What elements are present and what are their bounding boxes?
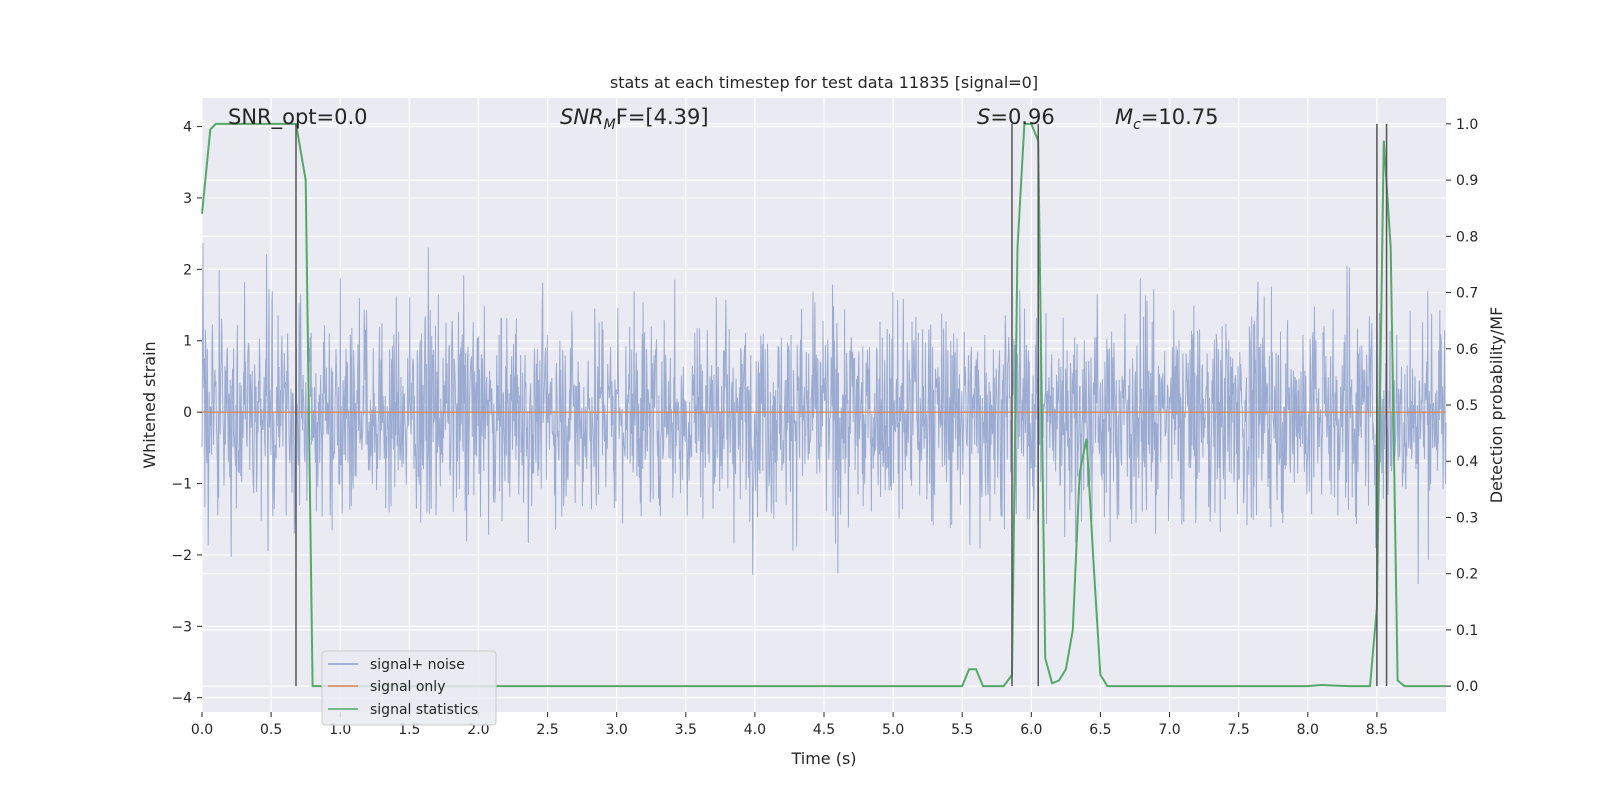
y2-tick-label: 0.1 bbox=[1456, 623, 1478, 639]
y2-tick-label: 0.3 bbox=[1456, 510, 1478, 526]
annotation-s-val: =0.96 bbox=[990, 105, 1054, 129]
x-tick-label: 7.5 bbox=[1228, 722, 1250, 738]
x-tick-label: 1.5 bbox=[398, 722, 420, 738]
annotation-mc: Mc=10.75 bbox=[1115, 105, 1219, 133]
x-tick-label: 2.0 bbox=[467, 722, 489, 738]
y2-tick-label: 0.5 bbox=[1456, 398, 1478, 414]
x-tick-label: 3.0 bbox=[606, 722, 628, 738]
series-signal-noise bbox=[201, 242, 1447, 585]
y2-tick-label: 0.9 bbox=[1456, 173, 1478, 189]
y-tick-label: −3 bbox=[171, 619, 192, 635]
x-tick-label: 0.0 bbox=[191, 722, 213, 738]
x-tick-label: 6.5 bbox=[1089, 722, 1111, 738]
x-tick-label: 5.5 bbox=[951, 722, 973, 738]
y2-axis-label: Detection probability/MF bbox=[1487, 307, 1506, 504]
y-tick-label: −4 bbox=[171, 691, 192, 707]
grid bbox=[201, 98, 1446, 712]
annotation-snr-mf-rest: F=[4.39] bbox=[616, 105, 709, 129]
y-tick-label: −2 bbox=[171, 548, 192, 564]
y-tick-label: 0 bbox=[183, 405, 192, 421]
annotation-mc-main: M bbox=[1115, 105, 1133, 129]
signal-noise-line bbox=[201, 242, 1447, 585]
legend: signal+ noise signal only signal statist… bbox=[321, 650, 497, 726]
y-tick-label: 1 bbox=[183, 334, 192, 350]
annotation-mc-sub: c bbox=[1133, 117, 1141, 133]
x-tick-label: 3.5 bbox=[675, 722, 697, 738]
x-tick-label: 1.0 bbox=[329, 722, 351, 738]
annotation-s-sym: S bbox=[977, 105, 990, 129]
x-tick-label: 6.0 bbox=[1020, 722, 1042, 738]
signal-statistics-line bbox=[201, 122, 1446, 688]
x-tick-label: 5.0 bbox=[882, 722, 904, 738]
x-axis-label: Time (s) bbox=[790, 749, 856, 768]
annotation-s: S=0.96 bbox=[977, 105, 1055, 129]
legend-label-signal-only: signal only bbox=[370, 679, 445, 695]
y2-tick-label: 0.2 bbox=[1456, 567, 1478, 583]
annotation-snr-mf-main: SNR bbox=[560, 105, 604, 129]
y2-tick-label: 0.0 bbox=[1456, 679, 1478, 695]
chart-title: stats at each timestep for test data 118… bbox=[610, 73, 1038, 92]
y-tick-label: 2 bbox=[183, 262, 192, 278]
y2-tick-label: 0.6 bbox=[1456, 342, 1478, 358]
legend-box bbox=[321, 650, 497, 726]
y2-tick-label: 1.0 bbox=[1456, 117, 1478, 133]
y-tick-label: 4 bbox=[183, 120, 192, 136]
x-tick-label: 7.0 bbox=[1158, 722, 1180, 738]
x-tick-label: 2.5 bbox=[536, 722, 558, 738]
y2-tick-label: 0.8 bbox=[1456, 229, 1478, 245]
x-tick-label: 4.5 bbox=[813, 722, 835, 738]
x-tick-label: 0.5 bbox=[260, 722, 282, 738]
y-tick-label: −1 bbox=[171, 477, 192, 493]
x-tick-label: 4.0 bbox=[744, 722, 766, 738]
annotation-snr-opt: SNR_opt=0.0 bbox=[228, 105, 368, 130]
y2-tick-label: 0.7 bbox=[1456, 286, 1478, 302]
y2-tick-label: 0.4 bbox=[1456, 454, 1478, 470]
vertical-markers bbox=[295, 123, 1388, 687]
y-tick-label: 3 bbox=[183, 191, 192, 207]
x-tick-label: 8.0 bbox=[1297, 722, 1319, 738]
series-lines bbox=[201, 122, 1447, 688]
y-axis-label: Whitened strain bbox=[140, 341, 159, 468]
tick-labels: 0.0 0.5 1.0 1.5 2.0 2.5 3.0 3.5 4.0 4.5 5.0 5.5 6.0 6… bbox=[171, 117, 1478, 738]
x-tick-label: 8.5 bbox=[1366, 722, 1388, 738]
annotation-mc-val: =10.75 bbox=[1141, 105, 1219, 129]
legend-label-signal-statistics: signal statistics bbox=[370, 702, 478, 718]
annotation-snr-mf-sub: M bbox=[604, 117, 616, 133]
annotation-snr-mf: SNRMF=[4.39] bbox=[560, 105, 709, 133]
legend-label-signal-noise: signal+ noise bbox=[370, 657, 465, 673]
